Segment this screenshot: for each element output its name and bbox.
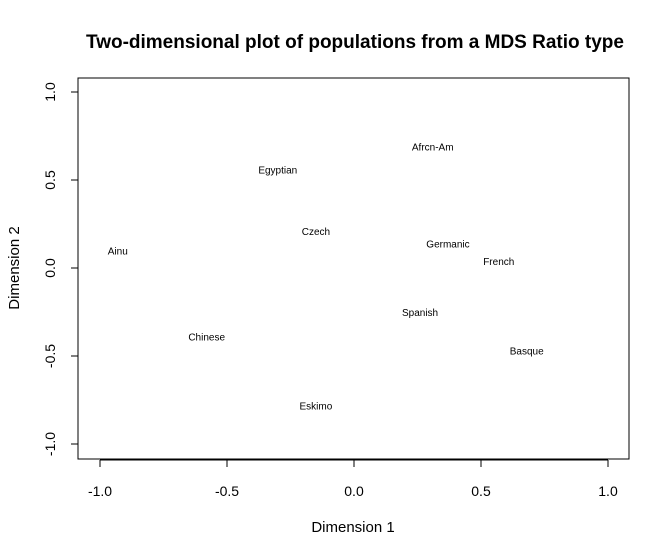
- y-axis-label: Dimension 2: [6, 226, 23, 309]
- point-label: Chinese: [188, 333, 225, 344]
- chart-title: Two-dimensional plot of populations from…: [86, 32, 624, 53]
- x-axis: -1.0 -0.5 0.0 0.5 1.0: [88, 459, 618, 499]
- point-label: Germanic: [426, 239, 469, 250]
- y-tick-label: -0.5: [42, 344, 58, 368]
- point-label: Eskimo: [300, 401, 333, 412]
- point-label: Egyptian: [258, 165, 297, 176]
- point-label: Afrcn-Am: [412, 143, 454, 154]
- x-axis-label: Dimension 1: [311, 519, 394, 536]
- plot-frame: [77, 77, 630, 460]
- data-points: Afrcn-Am Egyptian Czech Germanic Ainu French S…: [108, 143, 544, 413]
- x-tick-label: -1.0: [88, 483, 112, 499]
- point-label: French: [483, 257, 514, 268]
- y-axis: -1.0 -0.5 0.0 0.5 1.0: [42, 82, 79, 456]
- x-tick-label: 0.0: [344, 483, 364, 499]
- x-tick-label: -0.5: [215, 483, 239, 499]
- y-tick-label: -1.0: [42, 432, 58, 456]
- point-label: Basque: [510, 347, 544, 358]
- y-tick-label: 1.0: [42, 82, 58, 102]
- y-tick-label: 0.0: [42, 258, 58, 278]
- point-label: Czech: [302, 227, 330, 238]
- y-tick-label: 0.5: [42, 170, 58, 190]
- x-tick-label: 1.0: [598, 483, 618, 499]
- point-label: Ainu: [108, 246, 128, 257]
- point-label: Spanish: [402, 308, 438, 319]
- x-tick-label: 0.5: [471, 483, 491, 499]
